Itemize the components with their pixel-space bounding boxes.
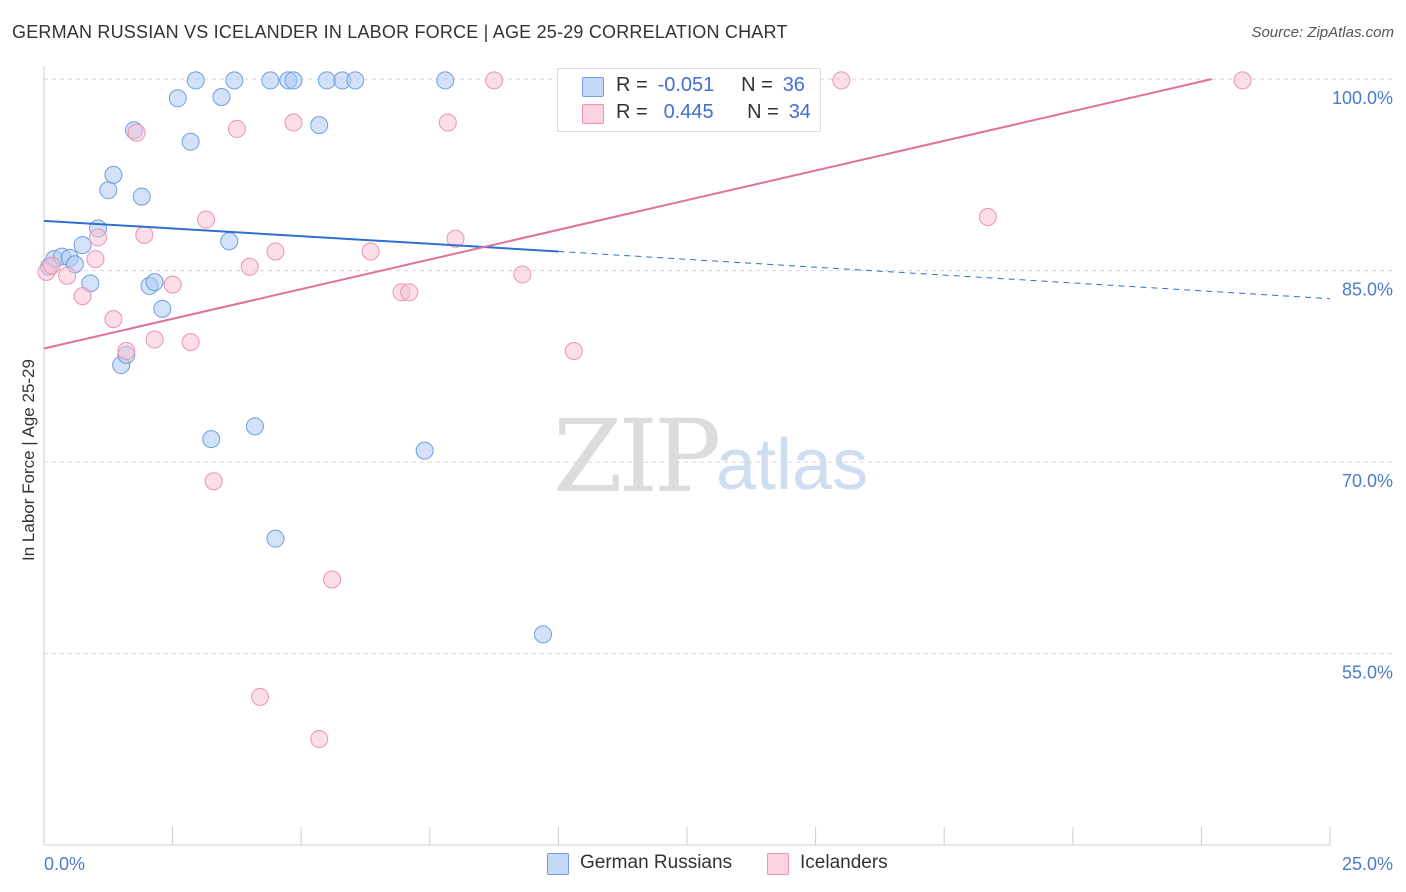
german-russian-point: [220, 232, 239, 251]
icelander-point: [135, 225, 154, 244]
icelander-trend-line: [43, 78, 1212, 350]
german-russian-point: [261, 71, 280, 90]
x-tick-label: 25.0%: [1342, 854, 1393, 874]
watermark-zip: ZIP: [553, 398, 721, 515]
icelander-point: [86, 250, 105, 269]
icelander-point: [240, 257, 259, 276]
bottom-legend-label: Icelanders: [800, 852, 888, 873]
german-russian-point: [202, 430, 221, 449]
legend-swatch-blue: [582, 77, 604, 97]
german-russian-point: [132, 187, 151, 206]
legend-n-value: 36: [782, 74, 805, 96]
legend-r-label: R =: [616, 74, 648, 96]
chart-title: GERMAN RUSSIAN VS ICELANDER IN LABOR FOR…: [12, 22, 788, 42]
icelander-point: [204, 472, 223, 491]
german-russian-point: [317, 71, 336, 90]
icelander-point: [438, 113, 457, 132]
legend-r-value: 0.445: [663, 101, 714, 123]
bottom-legend-label: German Russians: [580, 852, 733, 873]
icelander-point: [832, 71, 851, 90]
legend-n-label: N =: [741, 74, 773, 96]
german-russian-point: [181, 132, 200, 151]
german-russian-point: [168, 89, 187, 108]
icelander-point: [251, 687, 270, 706]
source-credit: Source: ZipAtlas.com: [1251, 24, 1394, 41]
german-russian-point: [346, 71, 365, 90]
german-russian-point: [284, 71, 303, 90]
watermark-atlas: atlas: [716, 425, 869, 505]
icelander-point: [197, 210, 216, 229]
legend-n-label: N =: [747, 101, 779, 123]
icelander-point: [163, 275, 182, 294]
german-russian-trend-extension: [558, 250, 1331, 300]
icelander-point: [446, 229, 465, 248]
icelander-point: [127, 123, 146, 142]
icelander-point: [978, 208, 997, 226]
german-russian-point: [186, 71, 205, 90]
icelander-point: [284, 113, 303, 132]
icelander-point: [104, 310, 123, 329]
german-russian-point: [245, 417, 264, 436]
icelander-point: [42, 256, 61, 275]
german-russian-point: [266, 529, 285, 548]
german-russian-point: [212, 88, 231, 107]
x-tick-label: 0.0%: [44, 854, 85, 874]
icelander-point: [564, 342, 583, 361]
icelander-point: [73, 287, 92, 306]
icelander-point: [227, 119, 246, 138]
icelander-point: [145, 330, 164, 349]
icelander-point: [117, 342, 136, 361]
icelander-point: [310, 730, 329, 749]
german-russian-point: [225, 71, 244, 90]
icelander-point: [513, 265, 532, 284]
german-russian-point: [436, 71, 455, 90]
icelander-point: [181, 333, 200, 352]
icelander-point: [323, 570, 342, 589]
german-russian-point: [310, 116, 329, 135]
german-russian-point: [153, 299, 172, 318]
bottom-legend-swatch-pink: [767, 853, 789, 875]
y-axis-label: In Labor Force | Age 25-29: [19, 359, 38, 561]
german-russian-point: [104, 165, 123, 184]
y-tick-label: 55.0%: [1342, 663, 1393, 683]
bottom-legend-swatch-blue: [547, 853, 569, 875]
y-tick-label: 85.0%: [1342, 280, 1393, 300]
legend-n-value: 34: [788, 101, 811, 123]
icelander-point: [1233, 71, 1252, 90]
german-russian-point: [73, 236, 92, 255]
german-russian-point: [415, 441, 434, 460]
legend-swatch-pink: [582, 104, 604, 124]
icelander-point: [361, 242, 380, 261]
icelander-point: [485, 71, 504, 90]
icelander-point: [58, 266, 77, 285]
y-tick-label: 100.0%: [1332, 88, 1393, 108]
legend-r-label: R =: [616, 101, 648, 123]
german-russian-point: [533, 625, 552, 644]
icelander-point: [266, 242, 285, 261]
correlation-legend: R = -0.051 N = 36 R = 0.445 N = 34: [557, 68, 821, 132]
german-russian-trend-line: [43, 219, 559, 253]
german-russian-point: [145, 273, 164, 292]
legend-r-value: -0.051: [657, 74, 715, 96]
icelander-point: [89, 228, 108, 247]
icelander-point: [400, 283, 419, 302]
y-tick-label: 70.0%: [1342, 471, 1393, 491]
german-russian-point: [99, 181, 118, 200]
